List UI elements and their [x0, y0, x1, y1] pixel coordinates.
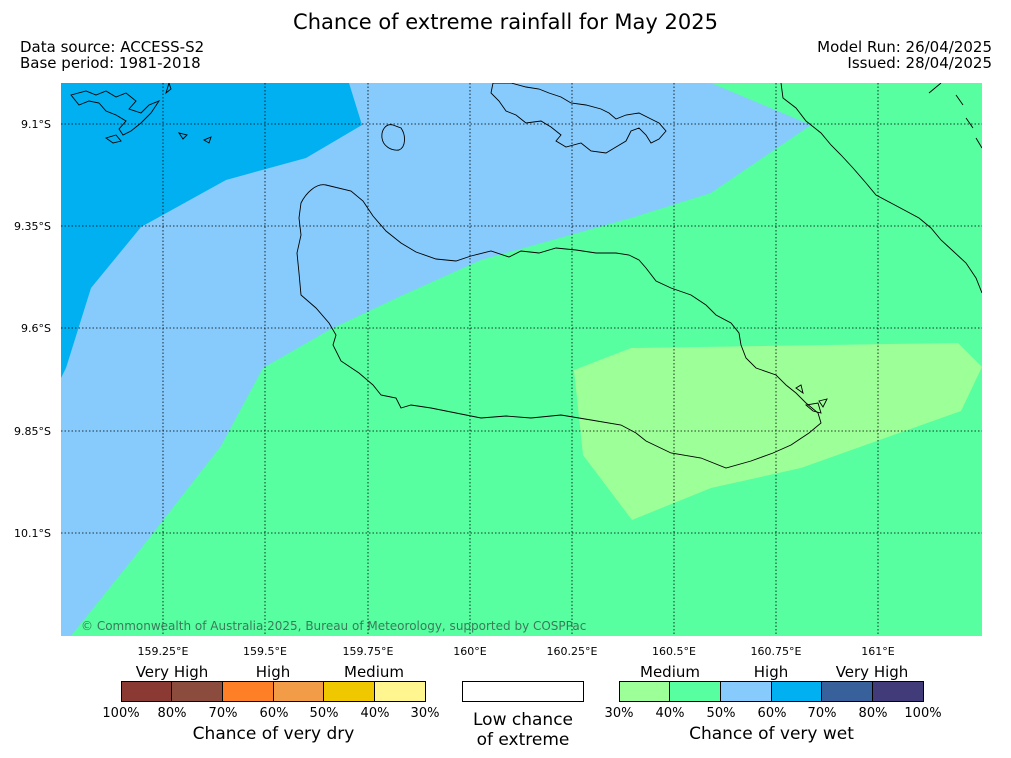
low-chance-swatch [462, 681, 584, 702]
dry-swatch [121, 681, 172, 702]
wet-swatch [822, 681, 873, 702]
rainfall-map [61, 83, 982, 636]
dry-pct: 100% [102, 706, 140, 721]
lon-tick: 159.75°E [342, 645, 394, 658]
base-period-label: Base period: 1981-2018 [20, 54, 201, 72]
copyright-notice: © Commonwealth of Australia 2025, Bureau… [81, 619, 587, 633]
lon-tick: 160.5°E [652, 645, 696, 658]
dry-pct: 80% [157, 706, 187, 721]
wet-pct: 70% [807, 706, 837, 721]
meta-right: Model Run: 26/04/2025 Issued: 28/04/2025 [817, 39, 992, 71]
wet-cat-high: High [753, 663, 789, 681]
wet-pct: 80% [858, 706, 888, 721]
wet-pct: 30% [604, 706, 634, 721]
dry-swatch [274, 681, 324, 702]
dry-pct: 70% [208, 706, 238, 721]
model-run-label: Model Run: 26/04/2025 [817, 38, 992, 56]
lat-tick: 9.6°S [21, 322, 51, 335]
wet-legend-title: Chance of very wet [689, 724, 854, 744]
dry-pct: 30% [410, 706, 440, 721]
dry-swatch [223, 681, 274, 702]
meta-left: Data source: ACCESS-S2 Base period: 1981… [20, 39, 204, 71]
savo-island-coast [381, 124, 405, 151]
wet-swatch [772, 681, 822, 702]
russell-islands-coast [70, 83, 212, 144]
malaita-coast [780, 83, 982, 294]
zone-very-wet-60-70 [61, 83, 362, 378]
wet-swatch [619, 681, 670, 702]
guadalcanal-coast [296, 184, 822, 469]
data-source-label: Data source: ACCESS-S2 [20, 38, 205, 56]
wet-cat-very-high: Very High [835, 663, 909, 681]
coastlines [70, 83, 982, 469]
florida-islands-coast [490, 83, 667, 154]
lat-tick: 9.1°S [21, 118, 51, 131]
wet-swatch [721, 681, 772, 702]
lon-tick: 161°E [861, 645, 895, 658]
lat-tick: 10.1°S [14, 527, 51, 540]
wet-pct: 50% [706, 706, 736, 721]
low-chance-label: Low chance of extreme [447, 710, 599, 750]
wet-pct: 100% [904, 706, 942, 721]
islet-east-coast [795, 384, 828, 414]
dry-pct: 50% [309, 706, 339, 721]
dry-swatch [172, 681, 223, 702]
wet-swatch [670, 681, 721, 702]
dry-legend-title: Chance of very dry [192, 724, 355, 744]
wet-cat-medium: Medium [640, 663, 700, 681]
low-chance-line2: of extreme [476, 730, 570, 750]
dry-pct: 40% [360, 706, 390, 721]
dry-swatch [375, 681, 426, 702]
dry-cat-very-high: Very High [135, 663, 209, 681]
graticule [61, 83, 982, 636]
lat-tick: 9.35°S [14, 220, 51, 233]
wet-pct: 60% [757, 706, 787, 721]
map-title: Chance of extreme rainfall for May 2025 [293, 10, 718, 34]
lon-tick: 160°E [453, 645, 487, 658]
low-chance-line1: Low chance [473, 710, 573, 730]
lon-tick: 160.25°E [546, 645, 598, 658]
issued-label: Issued: 28/04/2025 [847, 54, 992, 72]
zone-very-wet-50-60 [61, 83, 811, 636]
lat-tick: 9.85°S [14, 425, 51, 438]
dry-cat-high: High [255, 663, 291, 681]
lon-tick: 160.75°E [750, 645, 802, 658]
wet-swatch [873, 681, 924, 702]
dry-swatch [324, 681, 375, 702]
lon-tick: 159.25°E [137, 645, 189, 658]
lon-tick: 159.5°E [243, 645, 287, 658]
zone-very-wet-30-40 [574, 343, 982, 520]
dry-cat-medium: Medium [344, 663, 404, 681]
wet-pct: 40% [655, 706, 685, 721]
dry-pct: 60% [259, 706, 289, 721]
